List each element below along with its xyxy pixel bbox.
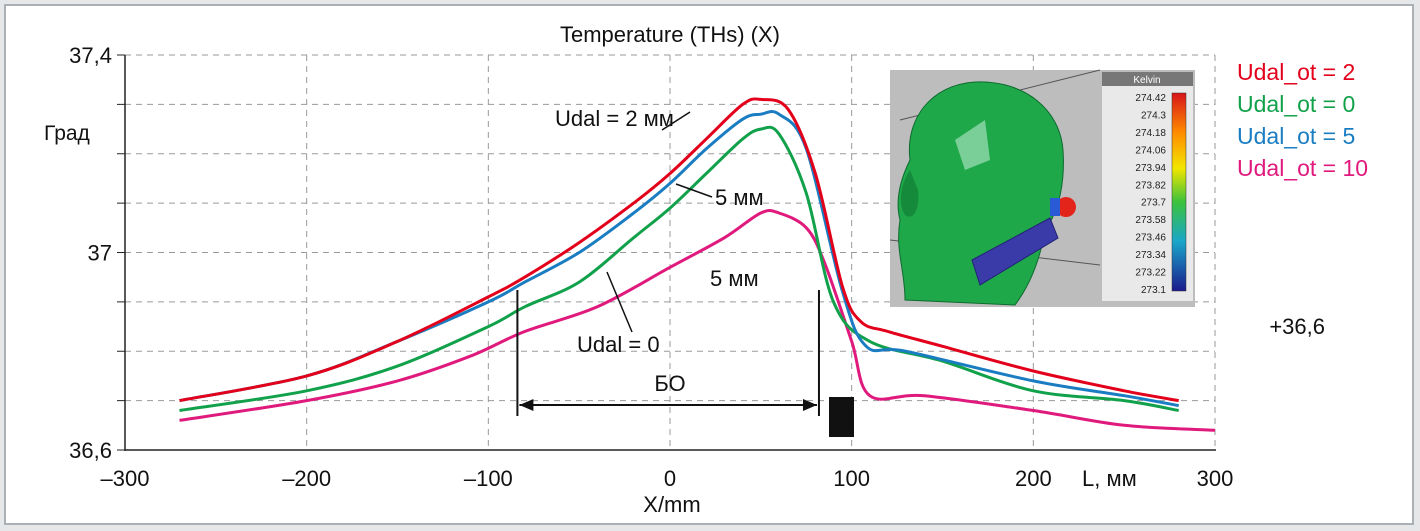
x-unit-label: L, мм: [1082, 466, 1137, 491]
x-tick-label: 0: [664, 466, 676, 491]
colorbar-header-bg: [1102, 72, 1193, 86]
y-tick-label: 37,4: [69, 43, 112, 68]
phone-block-marker: [829, 397, 854, 437]
colorbar-label: 274.18: [1135, 128, 1166, 139]
head-thermal-inset: Kelvin 274.42 274.3 274.18 274.06 273.94 273.…: [889, 69, 1195, 307]
colorbar-label: 274.42: [1135, 93, 1166, 104]
phone-model: [971, 217, 1059, 286]
y-axis-label: Град: [44, 122, 90, 145]
colorbar-label: 273.7: [1141, 198, 1166, 209]
x-tick-label: –100: [464, 466, 513, 491]
legend: Udal_ot = 2 Udal_ot = 0 Udal_ot = 5 Udal_ot…: [1237, 59, 1368, 181]
colorbar-label: 274.06: [1135, 145, 1166, 156]
y-tick-label: 37: [88, 241, 112, 266]
colorbar-label: 273.22: [1135, 268, 1166, 279]
x-tick-label: 300: [1197, 466, 1234, 491]
x-tick-label: 200: [1015, 466, 1052, 491]
colorbar-label: 273.94: [1135, 163, 1166, 174]
x-axis-label: X/mm: [643, 492, 700, 517]
colorbar-label: 273.82: [1135, 180, 1166, 191]
colorbar-label: 274.3: [1141, 110, 1166, 121]
bo-arrow-left: [519, 399, 534, 411]
colorbar: [1171, 92, 1187, 292]
annotation-leader: [606, 271, 633, 333]
series-line: [179, 209, 1216, 432]
annotation-label: Udal = 0: [577, 332, 660, 357]
phone-source-dot: [1056, 197, 1076, 217]
colorbar-labels: 274.42 274.3 274.18 274.06 273.94 273.82 273.7…: [1135, 93, 1166, 296]
y-tick-labels: 37,4 37 36,6: [69, 43, 112, 463]
annotation-label: Udal = 2 мм: [555, 106, 674, 131]
y-tick-label: 36,6: [69, 438, 112, 463]
x-tick-labels: –300 –200 –100 0 100 200 300: [101, 466, 1234, 491]
annotation-label: 5 мм: [710, 266, 759, 291]
series-line: [179, 109, 1179, 408]
series-line: [179, 97, 1179, 403]
bo-dimension: [516, 290, 820, 416]
colorbar-label: 273.58: [1135, 215, 1166, 226]
series-lines: [179, 97, 1216, 432]
x-tick-label: –300: [101, 466, 150, 491]
bo-arrow-right: [802, 399, 817, 411]
y-minor-ticks: [117, 54, 125, 451]
annotation-label: 5 мм: [715, 185, 764, 210]
colorbar-label: 273.34: [1135, 250, 1166, 261]
head-ear-detail: [900, 170, 919, 217]
annotation-label: БО: [654, 371, 685, 396]
colorbar-header: Kelvin: [1133, 75, 1160, 86]
x-tick-label: –200: [282, 466, 331, 491]
phone-antenna: [1050, 198, 1060, 216]
grid: [125, 54, 1216, 450]
colorbar-label: 273.1: [1141, 285, 1166, 296]
annotation-leader: [675, 183, 713, 198]
head-highlight: [955, 120, 990, 170]
legend-entry: Udal_ot = 5: [1237, 123, 1355, 149]
x-tick-label: 100: [833, 466, 870, 491]
chart-title: Temperature (THs) (X): [560, 22, 780, 47]
annotations: Udal = 2 мм 5 мм 5 мм Udal = 0 БО +36,6: [555, 106, 1325, 396]
annotation-label: +36,6: [1269, 314, 1325, 339]
colorbar-label: 273.46: [1135, 233, 1166, 244]
legend-entry: Udal_ot = 10: [1237, 155, 1368, 181]
legend-entry: Udal_ot = 0: [1237, 91, 1355, 117]
legend-entry: Udal_ot = 2: [1237, 59, 1355, 85]
annotation-leader: [661, 111, 691, 131]
